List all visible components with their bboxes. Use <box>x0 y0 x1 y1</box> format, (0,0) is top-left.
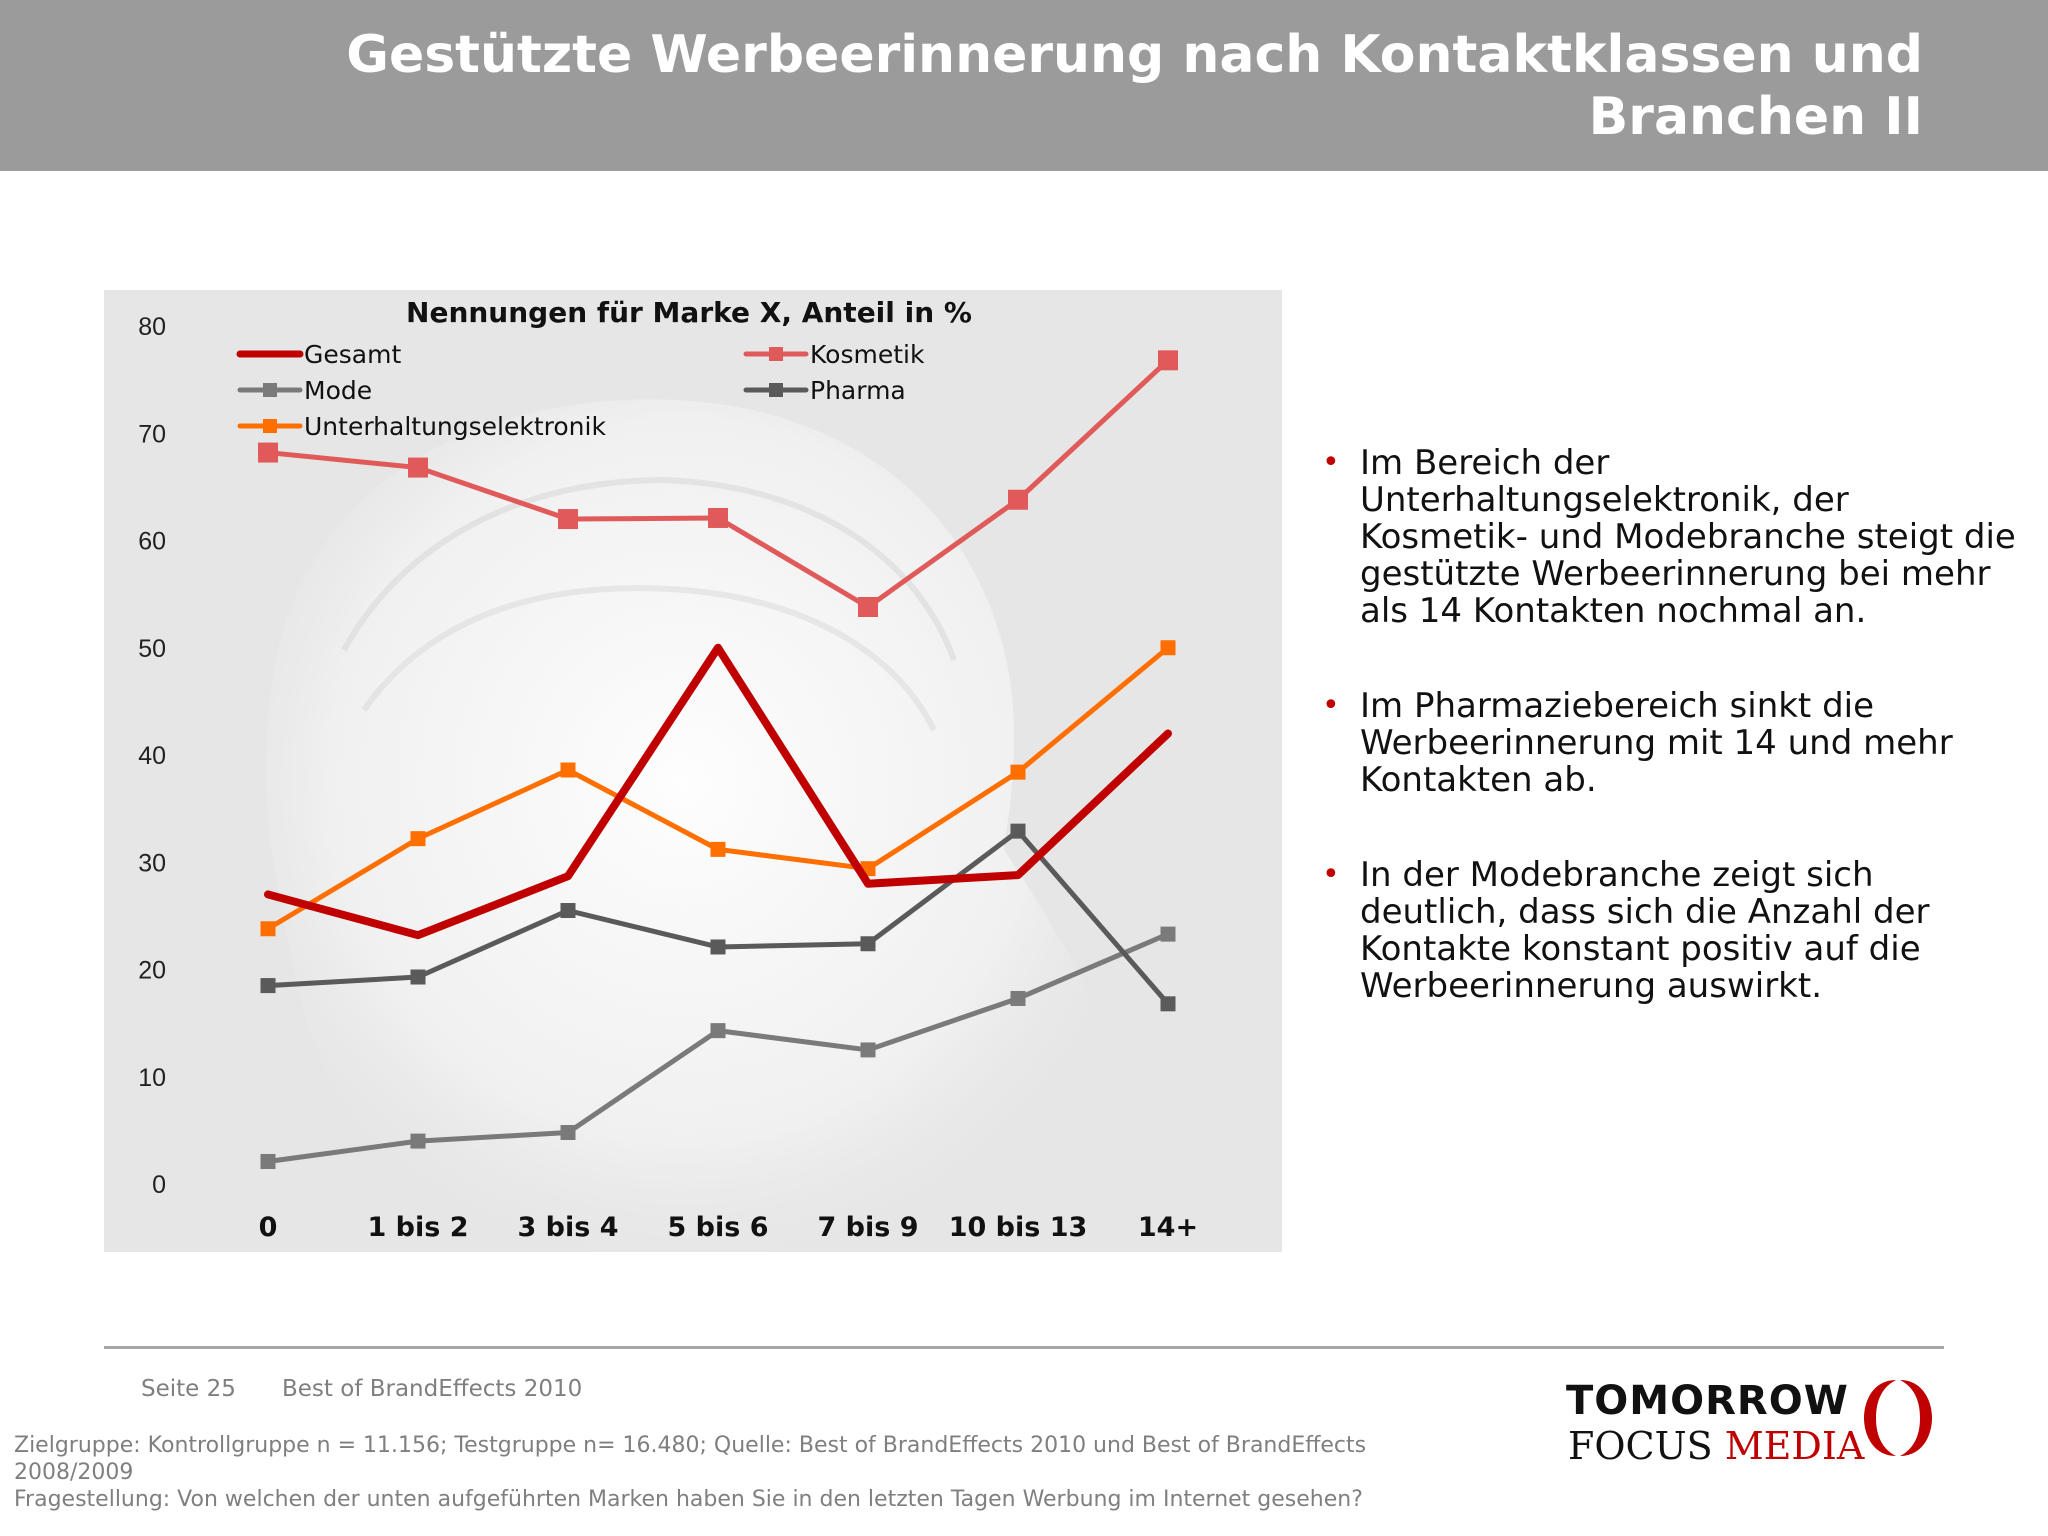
data-point-pharma <box>1010 823 1026 839</box>
footnote-question: Fragestellung: Von welchen der unten auf… <box>14 1487 1363 1512</box>
data-point-pharma <box>410 969 426 985</box>
footer-divider <box>104 1346 1944 1349</box>
y-tick-label: 30 <box>138 849 166 877</box>
y-tick-label: 80 <box>138 313 166 341</box>
bullet-dot-icon: • <box>1322 688 1340 723</box>
data-point-mode <box>560 1125 576 1141</box>
company-logo: TOMORROW FOCUS MEDIA <box>1566 1372 1946 1468</box>
data-point-pharma <box>1160 996 1176 1012</box>
legend-item-mode: Mode <box>237 376 372 405</box>
legend-swatch-marker <box>769 383 783 397</box>
legend-label: Unterhaltungselektronik <box>304 412 606 441</box>
data-point-unterhaltungselektronik <box>260 921 276 937</box>
logo-media: MEDIA <box>1724 1424 1865 1468</box>
legend: Gesamt Kosmetik Mode Pharma Unterhaltungsele… <box>236 340 925 441</box>
data-point-kosmetik <box>708 507 728 528</box>
header-bar: Gestützte Werbeerinnerung nach Kontaktkl… <box>0 0 2048 171</box>
bullet-dot-icon: • <box>1322 857 1340 892</box>
data-point-mode <box>860 1042 876 1058</box>
logo-focus: FOCUS <box>1568 1424 1713 1468</box>
data-point-pharma <box>260 978 276 994</box>
x-axis: 0 1 bis 2 3 bis 4 5 bis 6 7 bis 9 10 bis 13 14… <box>259 1212 1199 1243</box>
logo-line-1: TOMORROW <box>1566 1378 1849 1424</box>
data-point-unterhaltungselektronik <box>560 762 576 778</box>
x-tick-label: 14+ <box>1138 1212 1198 1243</box>
data-point-mode <box>710 1023 726 1039</box>
logo-line-2: FOCUS MEDIA <box>1568 1424 1864 1468</box>
y-axis: 0 10 20 30 40 50 60 70 80 <box>138 313 166 1199</box>
data-point-kosmetik <box>258 442 278 463</box>
series-line-gesamt <box>264 643 1172 940</box>
legend-label: Gesamt <box>304 340 401 369</box>
data-point-unterhaltungselektronik <box>1160 640 1176 656</box>
legend-label: Mode <box>304 376 372 405</box>
series-group <box>258 350 1178 1169</box>
legend-item-pharma: Pharma <box>743 376 906 405</box>
chart-title: Nennungen für Marke X, Anteil in % <box>406 296 972 329</box>
data-point-pharma <box>710 939 726 955</box>
data-point-pharma <box>560 903 576 919</box>
bullet-text: In der Modebranche zeigt sich deutlich, … <box>1360 855 1930 1006</box>
footnote-target-group: Zielgruppe: Kontrollgruppe n = 11.156; T… <box>14 1433 1367 1485</box>
data-point-unterhaltungselektronik <box>1010 764 1026 780</box>
bullet-text: Im Pharmaziebereich sinkt die Werbeerinn… <box>1360 686 1953 800</box>
y-tick-label: 0 <box>152 1171 166 1199</box>
line-chart: Nennungen für Marke X, Anteil in % 0 10 20… <box>104 290 1282 1252</box>
chart-canvas: Nennungen für Marke X, Anteil in % 0 10 20… <box>138 296 1199 1250</box>
data-point-kosmetik <box>408 457 428 478</box>
bullet-item: • Im Bereich der Unterhaltungselektronik,… <box>1322 445 2022 630</box>
y-tick-label: 60 <box>138 528 166 556</box>
legend-label: Pharma <box>810 376 906 405</box>
x-tick-label: 10 bis 13 <box>949 1212 1088 1243</box>
page-number: Seite 25 <box>141 1376 236 1402</box>
legend-item-unterhaltungselektronik: Unterhaltungselektronik <box>237 412 606 441</box>
x-tick-label: 5 bis 6 <box>667 1212 768 1243</box>
x-tick-label: 7 bis 9 <box>817 1212 918 1243</box>
bullet-item: • In der Modebranche zeigt sich deutlich,… <box>1322 857 2022 1005</box>
data-point-mode <box>410 1133 426 1149</box>
footnotes: Zielgruppe: Kontrollgruppe n = 11.156; T… <box>14 1432 1464 1513</box>
data-point-mode <box>1010 990 1026 1006</box>
bullet-dot-icon: • <box>1322 445 1340 480</box>
data-point-mode <box>260 1153 276 1169</box>
data-point-mode <box>1160 926 1176 942</box>
legend-item-gesamt: Gesamt <box>236 340 401 369</box>
data-point-unterhaltungselektronik <box>710 841 726 857</box>
x-tick-label: 3 bis 4 <box>517 1212 618 1243</box>
y-tick-label: 10 <box>138 1064 166 1092</box>
y-tick-label: 20 <box>138 957 166 985</box>
logo-mark-icon <box>1864 1380 1932 1456</box>
x-tick-label: 1 bis 2 <box>367 1212 468 1243</box>
x-tick-label: 0 <box>259 1212 278 1243</box>
legend-swatch-marker <box>769 347 783 361</box>
legend-item-kosmetik: Kosmetik <box>743 340 925 369</box>
data-point-kosmetik <box>1008 489 1028 510</box>
y-tick-label: 50 <box>138 635 166 663</box>
legend-swatch-marker <box>263 419 277 433</box>
data-point-kosmetik <box>858 596 878 617</box>
y-tick-label: 40 <box>138 742 166 770</box>
data-point-pharma <box>860 936 876 952</box>
head-background-illustration <box>265 399 1100 1250</box>
data-point-kosmetik <box>1158 350 1178 371</box>
bullet-item: • Im Pharmaziebereich sinkt die Werbeerin… <box>1322 688 2022 799</box>
bullet-text: Im Bereich der Unterhaltungselektronik, … <box>1360 443 2016 631</box>
footer-source: Best of BrandEffects 2010 <box>282 1376 583 1402</box>
y-tick-label: 70 <box>138 420 166 448</box>
data-point-unterhaltungselektronik <box>410 831 426 847</box>
bullet-list: • Im Bereich der Unterhaltungselektronik,… <box>1322 445 2022 1063</box>
data-point-kosmetik <box>558 509 578 530</box>
page-title: Gestützte Werbeerinnerung nach Kontaktkl… <box>346 25 1923 147</box>
legend-label: Kosmetik <box>810 340 925 369</box>
legend-swatch-marker <box>263 383 277 397</box>
